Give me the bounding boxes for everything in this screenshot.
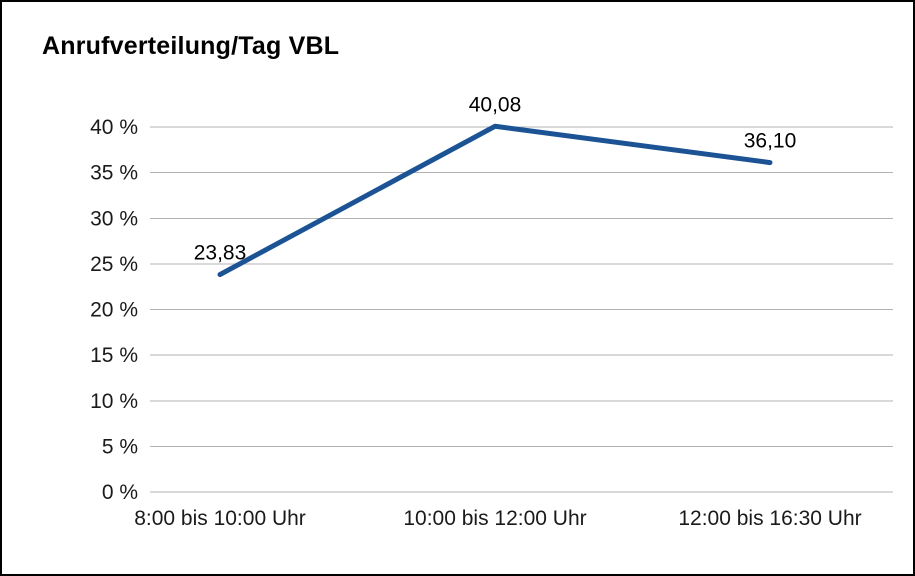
data-point-label: 36,10 xyxy=(744,130,797,153)
x-axis-label: 10:00 bis 12:00 Uhr xyxy=(403,507,586,530)
y-tick-label: 35 % xyxy=(90,162,138,185)
y-tick-label: 0 % xyxy=(102,481,138,504)
y-tick-label: 30 % xyxy=(90,207,138,230)
data-point-label: 23,83 xyxy=(194,242,247,265)
y-tick-label: 20 % xyxy=(90,299,138,322)
data-point-label: 40,08 xyxy=(469,93,522,116)
y-tick-label: 25 % xyxy=(90,253,138,276)
data-series-line xyxy=(217,123,773,278)
y-tick-label: 15 % xyxy=(90,344,138,367)
y-tick-label: 40 % xyxy=(90,116,138,139)
y-tick-label: 10 % xyxy=(90,390,138,413)
chart-title: Anrufverteilung/Tag VBL xyxy=(42,32,340,60)
x-axis-label: 8:00 bis 10:00 Uhr xyxy=(134,507,306,530)
y-tick-label: 5 % xyxy=(102,435,138,458)
x-axis-label: 12:00 bis 16:30 Uhr xyxy=(678,507,861,530)
